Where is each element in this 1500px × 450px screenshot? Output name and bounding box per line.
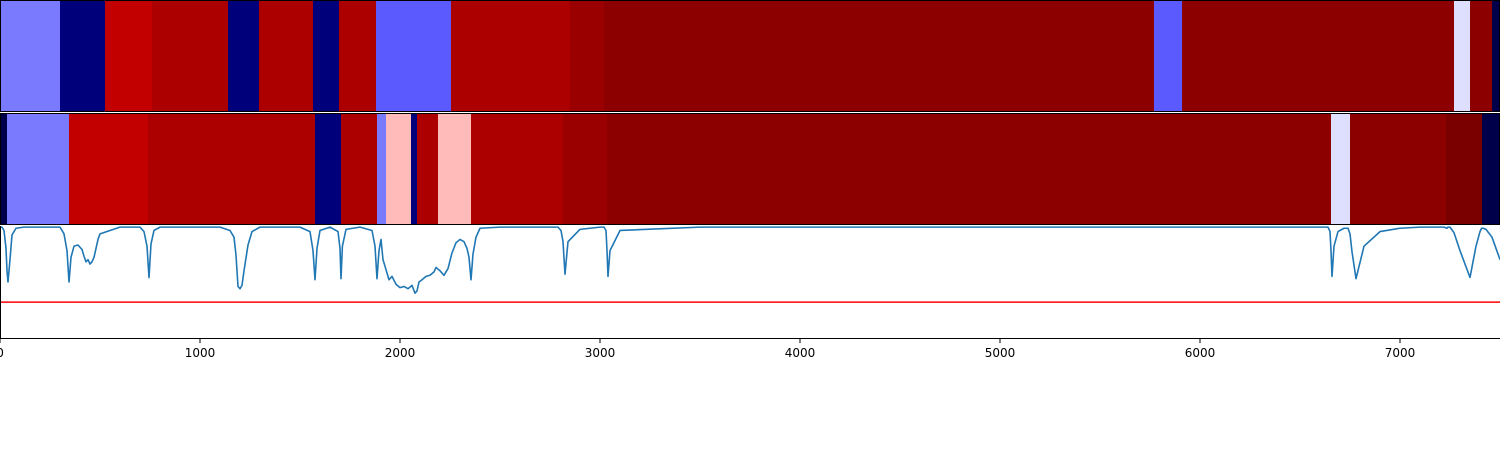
heatmap-cell [1182,0,1455,112]
heatmap-cell [228,0,260,112]
x-tick-label: 6000 [1185,346,1216,360]
x-tick-label: 4000 [785,346,816,360]
heatmap-cell [234,113,316,225]
signal-line [0,226,1500,294]
heatmap-cell [1154,0,1183,112]
heatmap-cell [1446,113,1483,225]
heatmap-cell [105,0,153,112]
heatmap-cell [438,113,472,225]
heatmap-cell [376,0,452,112]
heatmap-cell [1454,0,1471,112]
heatmap-cell [471,113,564,225]
heatmap-cell [313,0,340,112]
heatmap-band-2 [0,113,1500,225]
heatmap-cell [148,113,235,225]
line-panel-background [0,226,1500,338]
heatmap-cell [7,113,70,225]
x-tick-label: 5000 [985,346,1016,360]
heatmap-cell [411,113,418,225]
heatmap-cell [339,0,377,112]
heatmap-band-1 [0,0,1500,112]
heatmap-cell [315,113,342,225]
heatmap-cell [1470,0,1493,112]
heatmap-cell [377,113,387,225]
heatmap-cell [152,0,229,112]
heatmap-cell [604,0,1155,112]
x-tick-label: 2000 [385,346,416,360]
x-axis: 0 1000 2000 3000 4000 5000 6000 7000 [0,339,1415,360]
x-tick-label: 3000 [585,346,616,360]
x-tick-label: 1000 [185,346,216,360]
heatmap-cell [451,0,571,112]
heatmap-cell [570,0,605,112]
heatmap-cell [0,113,8,225]
heatmap-cell [69,113,149,225]
heatmap-cell [259,0,314,112]
heatmap-cell [563,113,608,225]
heatmap-cell [341,113,378,225]
heatmap-cell [1482,113,1500,225]
heatmap-cell [1350,113,1447,225]
heatmap-cell [0,0,61,112]
x-tick-label: 0 [0,346,4,360]
heatmap-cell [60,0,106,112]
x-tick-label: 7000 [1385,346,1416,360]
signal-line-panel [0,226,1500,339]
heatmap-cell [386,113,412,225]
heatmap-cell [1492,0,1500,112]
heatmap-cell [1331,113,1351,225]
heatmap-bands [0,0,1500,225]
heatmap-cell [417,113,439,225]
heatmap-cell [607,113,1332,225]
